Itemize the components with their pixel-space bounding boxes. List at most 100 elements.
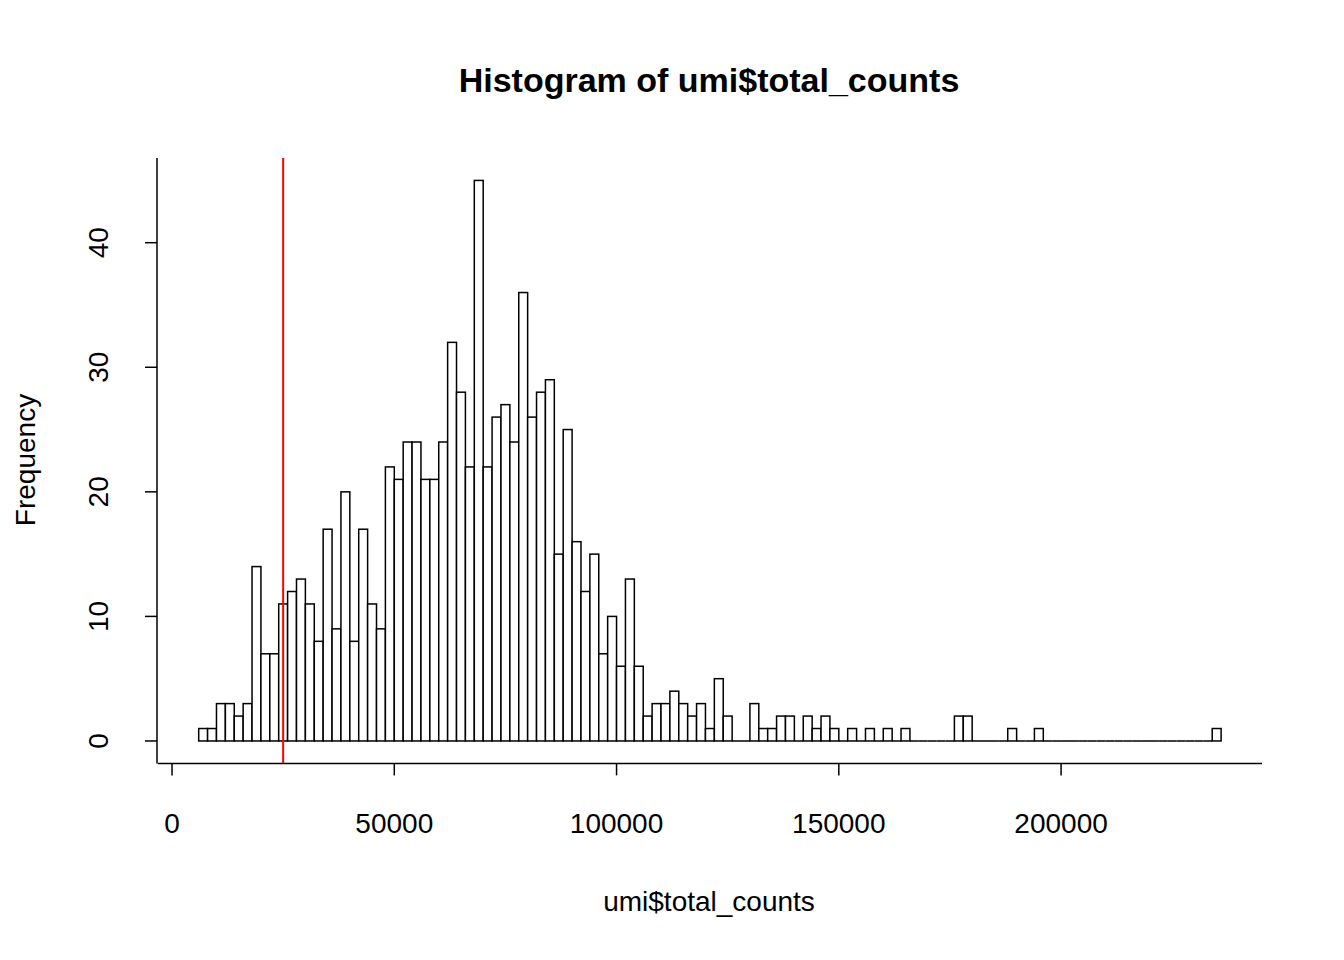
bar <box>768 729 777 741</box>
bar <box>1212 729 1221 741</box>
y-tick-label: 40 <box>83 227 114 258</box>
bar <box>679 704 688 741</box>
bar <box>581 591 590 740</box>
bar <box>359 529 368 741</box>
bar <box>608 616 617 741</box>
bar <box>714 679 723 741</box>
bar <box>652 704 661 741</box>
bar <box>554 554 563 741</box>
bar <box>901 729 910 741</box>
bar <box>1168 740 1177 742</box>
y-axis-label: Frequency <box>10 394 41 526</box>
bar <box>377 629 386 741</box>
bar <box>785 716 794 741</box>
bar <box>1177 740 1186 742</box>
bar <box>394 479 403 741</box>
bar <box>981 740 990 742</box>
bar <box>1132 740 1141 742</box>
bar <box>1079 740 1088 742</box>
bar <box>803 716 812 741</box>
bar <box>830 729 839 741</box>
bar <box>510 442 519 741</box>
bar <box>252 567 261 741</box>
bar <box>234 716 243 741</box>
bar <box>305 604 314 741</box>
x-tick-label: 200000 <box>1014 808 1107 839</box>
x-axis-line <box>158 763 1262 765</box>
bar <box>323 529 332 741</box>
bar <box>732 740 741 742</box>
bar <box>670 691 679 741</box>
bar <box>874 740 883 742</box>
bar <box>1123 740 1132 742</box>
bar <box>892 740 901 742</box>
bar <box>741 740 750 742</box>
bar <box>208 729 217 741</box>
bar <box>1043 740 1052 742</box>
bar <box>1141 740 1150 742</box>
x-tick-label: 150000 <box>792 808 885 839</box>
bar <box>1008 729 1017 741</box>
bar <box>465 467 474 741</box>
bar <box>812 729 821 741</box>
bar <box>216 704 225 741</box>
bar <box>999 740 1008 742</box>
x-tick <box>1060 763 1062 775</box>
bar <box>759 729 768 741</box>
title: Histogram of umi$total_counts <box>459 61 960 99</box>
bar <box>1106 740 1115 742</box>
bar <box>910 740 919 742</box>
x-tick <box>171 763 173 775</box>
bar <box>421 479 430 741</box>
bar <box>848 729 857 741</box>
y-tick <box>145 616 157 618</box>
bar <box>723 716 732 741</box>
bar <box>928 740 937 742</box>
bar <box>1097 740 1106 742</box>
bar <box>270 654 279 741</box>
bar <box>963 716 972 741</box>
bar <box>1070 740 1079 742</box>
bar <box>439 442 448 741</box>
bar <box>1114 740 1123 742</box>
bar <box>634 666 643 741</box>
x-tick-label: 50000 <box>355 808 433 839</box>
bar <box>288 591 297 740</box>
bar <box>430 479 439 741</box>
bar <box>857 740 866 742</box>
x-tick <box>838 763 840 775</box>
y-tick <box>145 740 157 742</box>
bar <box>599 654 608 741</box>
bar <box>1159 740 1168 742</box>
y-tick <box>145 367 157 369</box>
y-tick-label: 10 <box>83 601 114 632</box>
bar <box>528 417 537 741</box>
bar <box>919 740 928 742</box>
bar <box>688 716 697 741</box>
bar <box>1203 740 1212 742</box>
bar <box>821 716 830 741</box>
reference-line <box>282 158 284 763</box>
bar <box>1186 740 1195 742</box>
bar <box>483 467 492 741</box>
bar <box>243 704 252 741</box>
bar <box>1150 740 1159 742</box>
bar <box>1088 740 1097 742</box>
bar <box>314 641 323 741</box>
chart: Histogram of umi$total_counts05000010000… <box>0 0 1344 960</box>
bar <box>777 716 786 741</box>
bar <box>697 704 706 741</box>
y-axis-line <box>156 158 158 763</box>
bar <box>990 740 999 742</box>
reference-group <box>283 158 284 763</box>
bar <box>537 392 546 741</box>
bar <box>590 554 599 741</box>
bar <box>865 729 874 741</box>
bar <box>403 442 412 741</box>
x-axis-label: umi$total_counts <box>603 886 815 917</box>
bar <box>385 467 394 741</box>
bar <box>341 492 350 741</box>
bar <box>572 542 581 741</box>
x-tick <box>394 763 396 775</box>
bar <box>545 380 554 741</box>
